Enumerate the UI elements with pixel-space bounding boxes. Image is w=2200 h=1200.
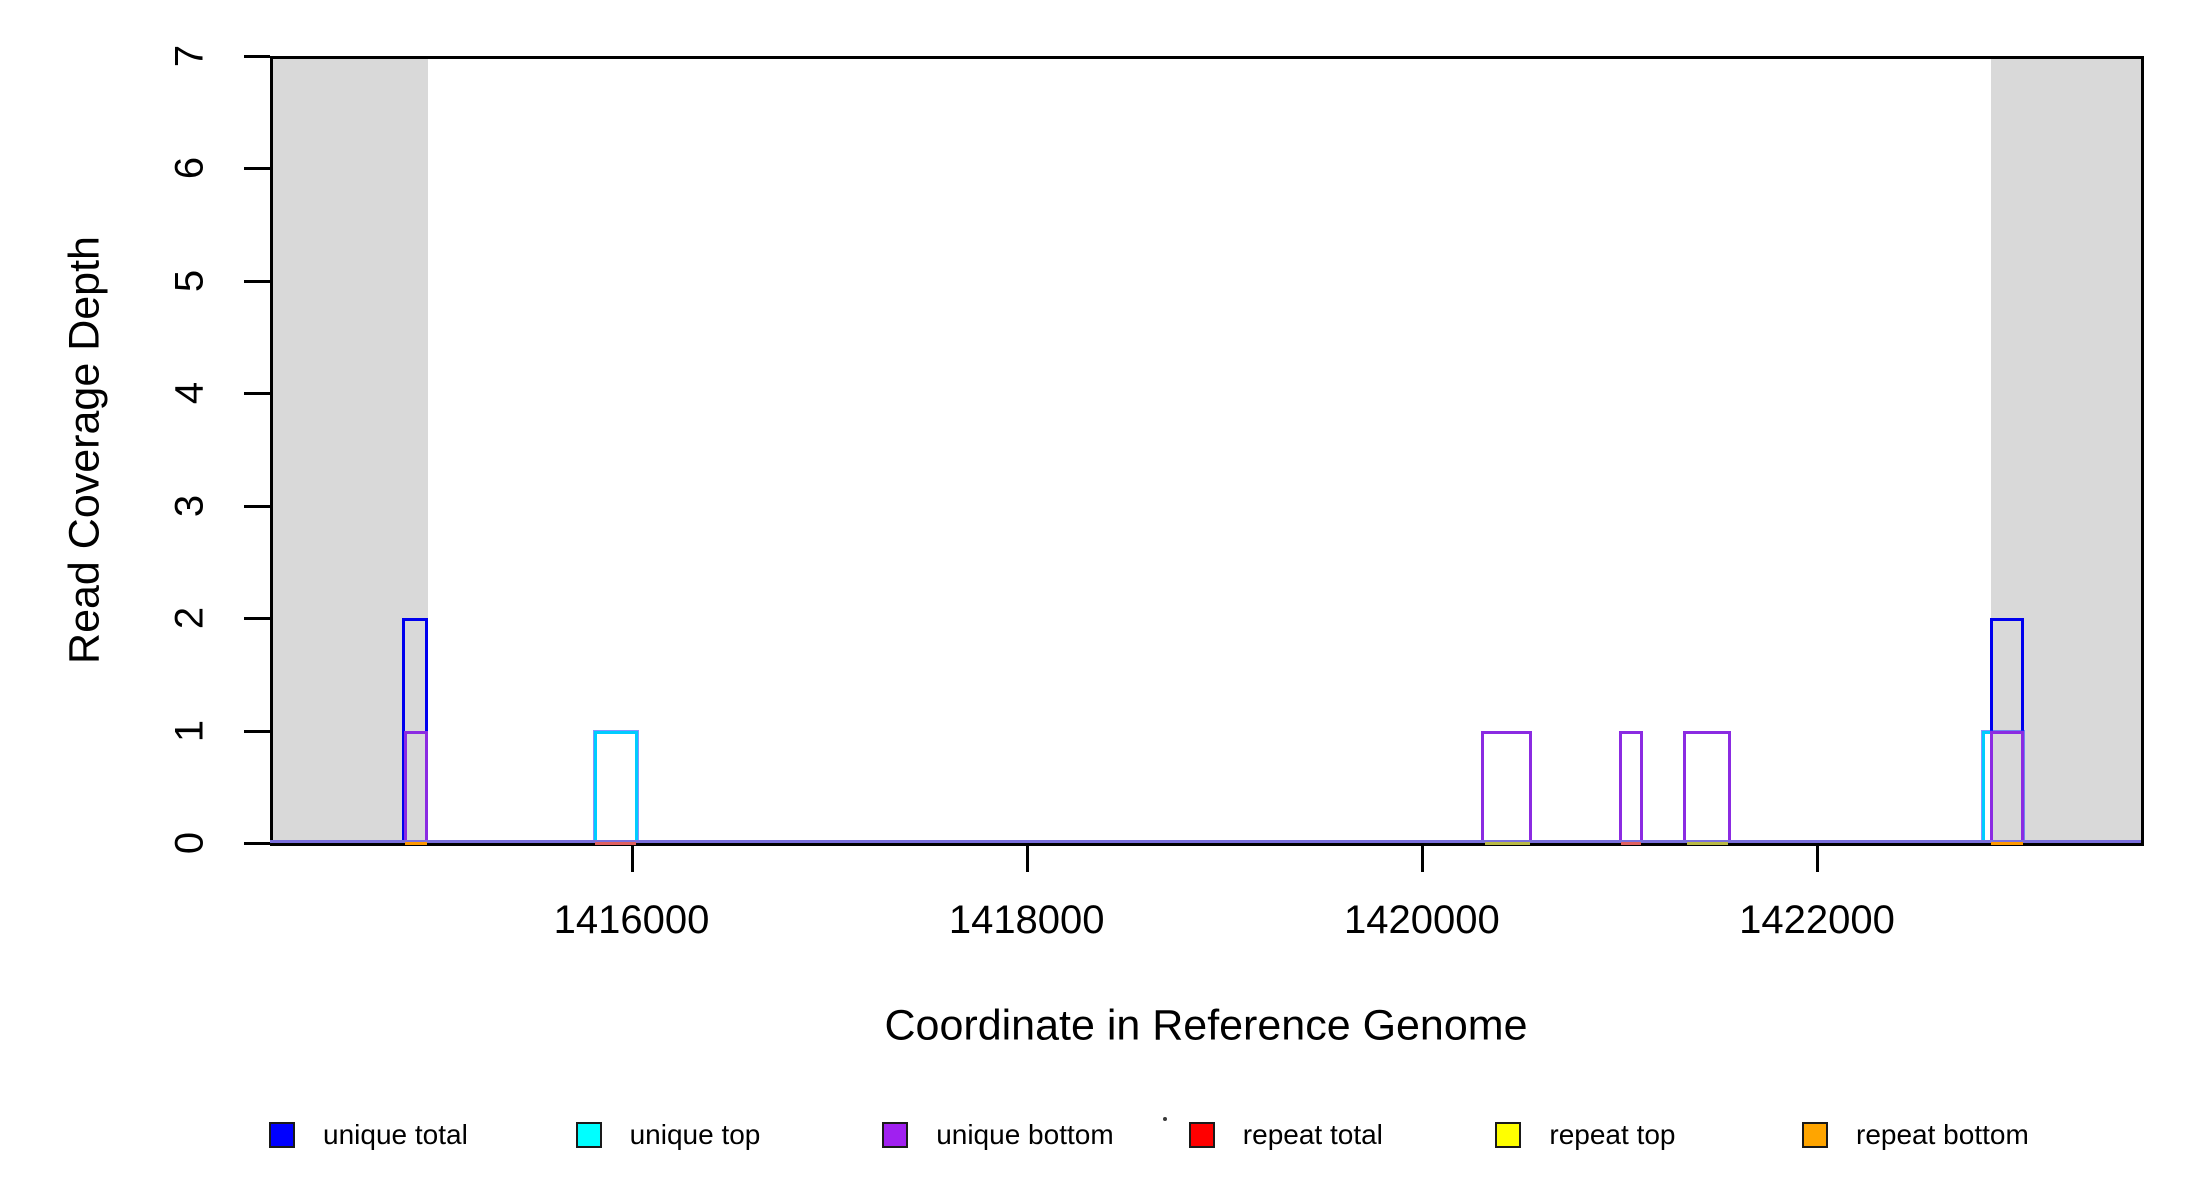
coverage-rect-unique-bottom bbox=[1481, 730, 1533, 843]
legend-swatch-repeat-total bbox=[1188, 1122, 1215, 1148]
y-axis-tick bbox=[244, 729, 270, 733]
zero-mark-repeat-total bbox=[1621, 842, 1642, 845]
y-axis-tick-label: 2 bbox=[167, 607, 212, 630]
x-axis-tick-label: 1422000 bbox=[1739, 898, 1895, 942]
zero-mark-repeat-total bbox=[595, 842, 637, 845]
y-axis-title: Read Coverage Depth bbox=[60, 236, 109, 664]
x-axis-tick-label: 1416000 bbox=[553, 898, 710, 942]
legend-label: repeat total bbox=[1242, 1119, 1383, 1150]
legend-swatch-unique-top bbox=[575, 1122, 602, 1148]
coverage-rect-unique-bottom bbox=[404, 730, 429, 843]
x-axis-tick bbox=[1815, 846, 1819, 872]
legend-item-repeat-total: repeat total bbox=[1188, 1119, 1383, 1150]
legend-item-unique-top: unique top bbox=[575, 1119, 761, 1150]
legend-swatch-unique-bottom bbox=[882, 1122, 909, 1148]
legend-swatch-unique-total bbox=[269, 1122, 295, 1148]
shaded-region-right-flank bbox=[1990, 58, 2141, 843]
y-axis-tick bbox=[244, 279, 270, 283]
legend-label: repeat top bbox=[1549, 1119, 1676, 1150]
y-axis-tick bbox=[244, 617, 270, 621]
legend-item-unique-total: unique total bbox=[269, 1121, 468, 1149]
plot-border-box bbox=[270, 56, 2144, 846]
legend-swatch-repeat-bottom bbox=[1802, 1122, 1828, 1148]
zero-mark-repeat-top bbox=[1686, 842, 1729, 845]
legend-label: unique top bbox=[629, 1119, 761, 1150]
legend-item-repeat-top: repeat top bbox=[1495, 1119, 1676, 1150]
zero-mark-repeat-bottom bbox=[405, 842, 428, 845]
y-axis-tick-label: 3 bbox=[167, 494, 212, 517]
shaded-region-left-flank bbox=[270, 58, 429, 843]
x-axis-title: Coordinate in Reference Genome bbox=[884, 1001, 1528, 1050]
y-axis-tick bbox=[244, 392, 270, 396]
x-axis-tick-label: 1418000 bbox=[948, 898, 1105, 942]
y-axis-tick-label: 4 bbox=[167, 382, 212, 405]
legend-label: repeat bottom bbox=[1856, 1119, 2029, 1150]
y-axis-tick-label: 0 bbox=[167, 831, 212, 855]
y-axis-tick-label: 1 bbox=[167, 719, 212, 742]
x-axis-tick bbox=[1025, 846, 1029, 872]
legend-swatch-repeat-top bbox=[1495, 1122, 1522, 1148]
y-axis-tick-label: 7 bbox=[167, 44, 212, 68]
coverage-rect-unique-top bbox=[594, 730, 639, 843]
y-axis-tick bbox=[244, 167, 270, 171]
legend-label: unique total bbox=[323, 1119, 468, 1150]
y-axis-tick bbox=[244, 842, 270, 845]
x-axis-tick-label: 1420000 bbox=[1343, 898, 1500, 942]
coverage-rect-unique-bottom bbox=[1682, 730, 1732, 843]
x-axis-tick bbox=[1420, 846, 1424, 872]
zero-coverage-baseline bbox=[270, 840, 2141, 843]
zero-mark-repeat-bottom bbox=[1990, 842, 2024, 845]
stray-dot-artifact bbox=[1163, 1117, 1167, 1121]
y-axis-tick-label: 5 bbox=[167, 269, 212, 292]
zero-mark-repeat-top bbox=[1485, 842, 1530, 845]
legend-item-unique-bottom: unique bottom bbox=[882, 1119, 1114, 1150]
legend-item-repeat-bottom: repeat bottom bbox=[1802, 1121, 2029, 1149]
coverage-rect-unique-bottom bbox=[1989, 730, 2025, 843]
y-axis-tick bbox=[244, 55, 270, 58]
y-axis-tick-label: 6 bbox=[167, 157, 212, 180]
y-axis-tick bbox=[244, 504, 270, 508]
legend-label: unique bottom bbox=[936, 1119, 1114, 1150]
x-axis-tick bbox=[630, 846, 634, 872]
coverage-rect-unique-bottom bbox=[1619, 730, 1644, 843]
